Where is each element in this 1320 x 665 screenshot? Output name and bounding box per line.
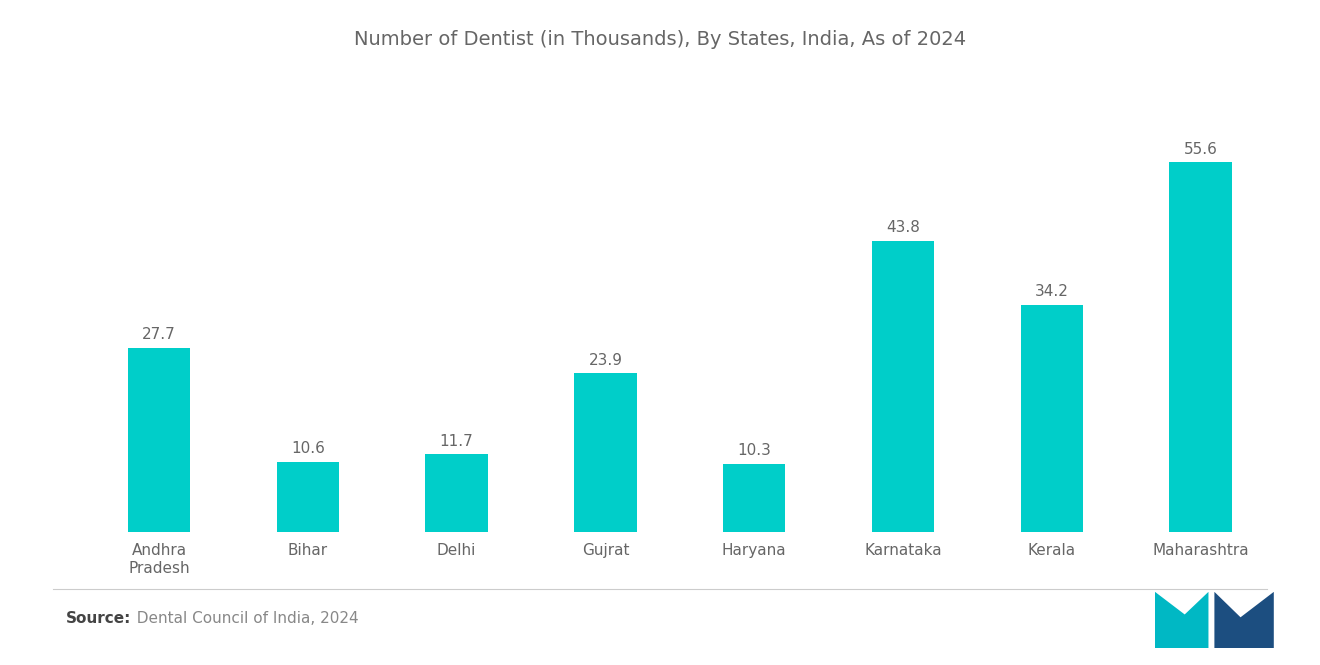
Text: 23.9: 23.9 [589,352,623,368]
Text: Dental Council of India, 2024: Dental Council of India, 2024 [127,611,358,626]
Text: 11.7: 11.7 [440,434,474,449]
Bar [723,464,785,532]
Bar [1020,305,1082,532]
Text: 10.3: 10.3 [738,443,771,458]
Bar [871,241,935,532]
Bar [425,454,488,532]
Text: Source:: Source: [66,611,132,626]
Text: Number of Dentist (in Thousands), By States, India, As of 2024: Number of Dentist (in Thousands), By Sta… [354,30,966,49]
Text: 55.6: 55.6 [1184,142,1217,157]
Text: 27.7: 27.7 [143,327,176,342]
Text: 43.8: 43.8 [886,220,920,235]
Bar [574,373,636,532]
Text: 10.6: 10.6 [290,441,325,456]
Bar [1170,162,1232,532]
Bar [128,348,190,532]
Text: 34.2: 34.2 [1035,284,1069,299]
Bar [277,462,339,532]
